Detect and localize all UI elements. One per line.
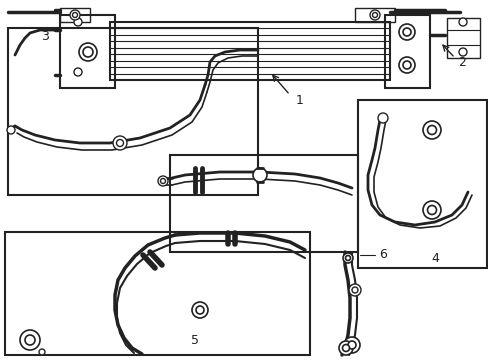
Circle shape	[398, 57, 414, 73]
Text: 3: 3	[41, 30, 49, 42]
Circle shape	[338, 341, 352, 355]
Circle shape	[422, 121, 440, 139]
Circle shape	[39, 349, 45, 355]
Circle shape	[160, 179, 165, 184]
Text: 1: 1	[295, 94, 304, 107]
Circle shape	[343, 337, 359, 353]
Bar	[357, 100, 486, 268]
Circle shape	[158, 176, 168, 186]
Circle shape	[20, 330, 40, 350]
Circle shape	[398, 24, 414, 40]
Circle shape	[74, 68, 82, 76]
Bar	[384, 15, 429, 88]
Circle shape	[113, 136, 127, 150]
Text: 5: 5	[191, 333, 199, 346]
Bar	[60, 8, 90, 22]
Bar	[170, 155, 357, 252]
Circle shape	[252, 168, 266, 182]
Circle shape	[347, 341, 355, 349]
Circle shape	[348, 284, 360, 296]
Bar	[354, 8, 394, 22]
Circle shape	[345, 256, 350, 261]
Circle shape	[369, 10, 379, 20]
Circle shape	[427, 206, 436, 215]
Circle shape	[116, 140, 123, 147]
Circle shape	[83, 47, 93, 57]
Bar	[446, 18, 479, 58]
Circle shape	[72, 13, 77, 18]
Circle shape	[458, 18, 466, 26]
Bar	[5, 232, 309, 355]
Circle shape	[74, 18, 82, 26]
Circle shape	[458, 48, 466, 56]
Circle shape	[25, 335, 35, 345]
Circle shape	[427, 126, 436, 135]
Circle shape	[7, 126, 15, 134]
Circle shape	[377, 113, 387, 123]
Circle shape	[351, 287, 357, 293]
Text: 6: 6	[378, 248, 386, 261]
Circle shape	[196, 306, 203, 314]
Circle shape	[192, 302, 207, 318]
Circle shape	[402, 61, 410, 69]
Circle shape	[79, 43, 97, 61]
Circle shape	[422, 201, 440, 219]
Bar	[60, 15, 115, 88]
Bar	[8, 28, 258, 195]
Circle shape	[372, 13, 377, 18]
Text: 2: 2	[457, 55, 465, 68]
Circle shape	[402, 28, 410, 36]
Circle shape	[70, 10, 80, 20]
Bar	[110, 22, 389, 80]
Text: 4: 4	[430, 252, 438, 265]
Circle shape	[342, 253, 352, 263]
Circle shape	[342, 345, 349, 351]
